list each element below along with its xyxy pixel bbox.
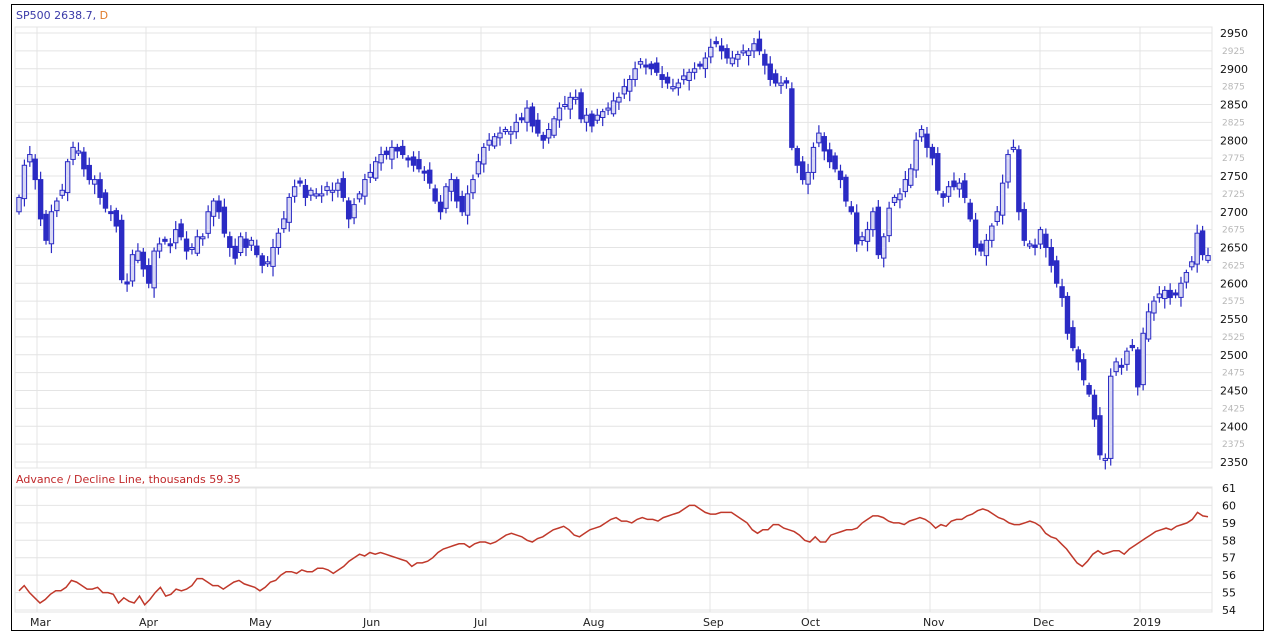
ad-gridlines	[14, 486, 1213, 613]
price-minor-tick: 2425	[1222, 404, 1245, 414]
ad-tick: 55	[1222, 587, 1236, 600]
month-label: May	[249, 616, 272, 629]
price-tick: 2500	[1220, 349, 1248, 362]
price-tick: 2450	[1220, 385, 1248, 398]
ad-tick: 61	[1222, 482, 1236, 495]
price-tick: 2800	[1220, 134, 1248, 147]
ad-line-series	[18, 504, 1209, 607]
price-tick: 2650	[1220, 242, 1248, 255]
period-label: D	[99, 9, 109, 22]
last-value-label: 2638.7,	[54, 9, 97, 22]
price-tick: 2550	[1220, 313, 1248, 326]
month-label: 2019	[1133, 616, 1161, 629]
price-minor-tick: 2825	[1222, 118, 1245, 128]
price-tick: 2700	[1220, 206, 1248, 219]
price-panel-title: SP500 2638.7, D	[16, 9, 108, 22]
month-label: Jul	[473, 616, 487, 629]
ad-tick: 58	[1222, 534, 1236, 547]
month-label: Aug	[583, 616, 604, 629]
price-tick: 2350	[1220, 456, 1248, 469]
month-label: Apr	[139, 616, 159, 629]
price-minor-tick: 2875	[1222, 83, 1245, 93]
price-tick: 2750	[1220, 170, 1248, 183]
month-label: Oct	[801, 616, 821, 629]
price-minor-tick: 2475	[1222, 369, 1245, 379]
time-axis: Mar Apr May Jun Jul Aug Sep Oct Nov Dec 2019	[30, 616, 1161, 629]
month-label: Sep	[703, 616, 724, 629]
chart-frame	[11, 4, 1264, 631]
price-minor-tick: 2925	[1222, 47, 1245, 57]
price-minor-tick: 2775	[1222, 154, 1245, 164]
month-label: Dec	[1033, 616, 1054, 629]
price-tick: 2400	[1220, 420, 1248, 433]
price-minor-tick: 2675	[1222, 226, 1245, 236]
price-minor-tick: 2575	[1222, 297, 1245, 307]
month-label: Jun	[362, 616, 380, 629]
price-minor-tick: 2625	[1222, 261, 1245, 271]
month-label: Mar	[30, 616, 51, 629]
ad-tick: 60	[1222, 499, 1236, 512]
candlestick-series	[16, 30, 1211, 470]
price-tick: 2950	[1220, 27, 1248, 40]
ad-tick: 57	[1222, 552, 1236, 565]
price-tick: 2900	[1220, 63, 1248, 76]
price-tick: 2850	[1220, 99, 1248, 112]
symbol-label: SP500	[16, 9, 51, 22]
price-minor-tick: 2525	[1222, 333, 1245, 343]
ad-tick: 56	[1222, 569, 1236, 582]
price-tick: 2600	[1220, 277, 1248, 290]
ad-axis: 61 60 59 58 57 56 55 54	[1222, 482, 1236, 617]
ad-tick: 54	[1222, 604, 1236, 617]
price-minor-tick: 2725	[1222, 190, 1245, 200]
ad-tick: 59	[1222, 517, 1236, 530]
month-label: Nov	[923, 616, 945, 629]
ad-panel-title: Advance / Decline Line, thousands 59.35	[16, 473, 241, 486]
price-axis: 2950 2900 2850 2800 2750 2700 2650 2600 2550 2500…	[1220, 27, 1248, 469]
price-minor-tick: 2375	[1222, 440, 1245, 450]
